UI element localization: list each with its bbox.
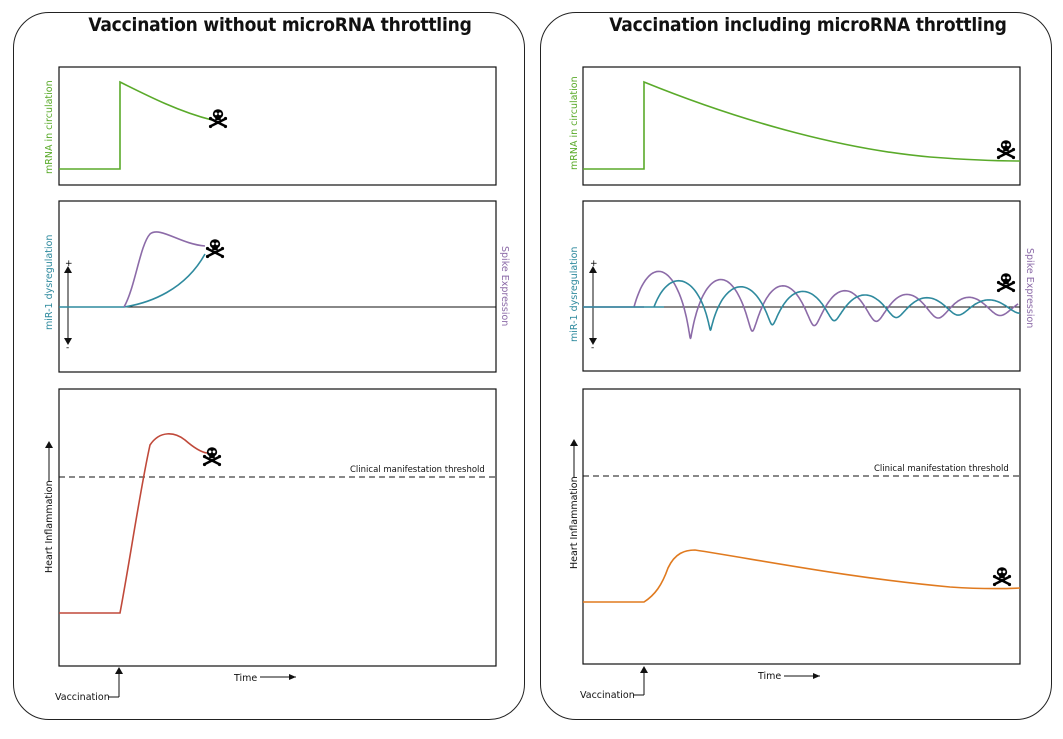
mrna-plot-box-left xyxy=(58,66,497,186)
vaccination-label-left: Vaccination xyxy=(55,692,110,703)
mir-curve-left xyxy=(59,253,206,308)
mir-axis-label-left: miR-1 dysregulation xyxy=(44,235,55,330)
spike-curve-left xyxy=(123,231,206,308)
plus-sign-left: + xyxy=(65,259,73,269)
inflammation-plot-box-right xyxy=(582,388,1021,665)
skull-crossbones-icon xyxy=(201,446,223,468)
inflammation-curve-left xyxy=(59,433,208,614)
skull-crossbones-icon xyxy=(995,138,1017,161)
mrna-plot-box-right xyxy=(582,66,1021,186)
mrna-axis-label-right: mRNA in circulation xyxy=(569,76,580,170)
threshold-label-left: Clinical manifestation threshold xyxy=(350,465,485,475)
mir-spike-plot-box-right xyxy=(582,200,1021,372)
inflammation-curve-right xyxy=(583,549,1021,603)
spike-curve-right xyxy=(583,270,1019,340)
mir-axis-label-right: miR-1 dysregulation xyxy=(569,247,580,342)
mrna-curve-left xyxy=(59,80,213,170)
inflammation-axis-label-right: Heart Inflammation xyxy=(569,476,580,569)
mrna-axis-label-left: mRNA in circulation xyxy=(44,80,55,174)
panel-title-left: Vaccination without microRNA throttling xyxy=(88,14,472,36)
spike-axis-label-right: Spike Expression xyxy=(1024,248,1035,328)
vaccination-label-right: Vaccination xyxy=(580,690,635,701)
mir-curve-right xyxy=(583,279,1021,332)
minus-sign-right: - xyxy=(591,343,594,353)
plus-sign-right: + xyxy=(590,259,598,269)
time-label-right: Time xyxy=(757,671,781,682)
skull-crossbones-icon xyxy=(204,237,226,260)
inflammation-plot-box-left xyxy=(58,388,497,667)
threshold-label-right: Clinical manifestation threshold xyxy=(874,464,1009,474)
panel-title-right: Vaccination including microRNA throttlin… xyxy=(609,14,1007,36)
panel-without-throttling xyxy=(13,12,525,720)
minus-sign-left: - xyxy=(66,343,69,353)
spike-axis-label-left: Spike Expression xyxy=(499,246,510,326)
skull-crossbones-icon xyxy=(991,566,1013,588)
skull-crossbones-icon xyxy=(207,107,229,130)
inflammation-axis-label-left: Heart Inflammation xyxy=(44,480,55,573)
mrna-curve-right xyxy=(583,80,1021,170)
time-label-left: Time xyxy=(233,673,257,684)
skull-crossbones-icon xyxy=(995,272,1017,294)
mir-spike-plot-box-left xyxy=(58,200,497,373)
